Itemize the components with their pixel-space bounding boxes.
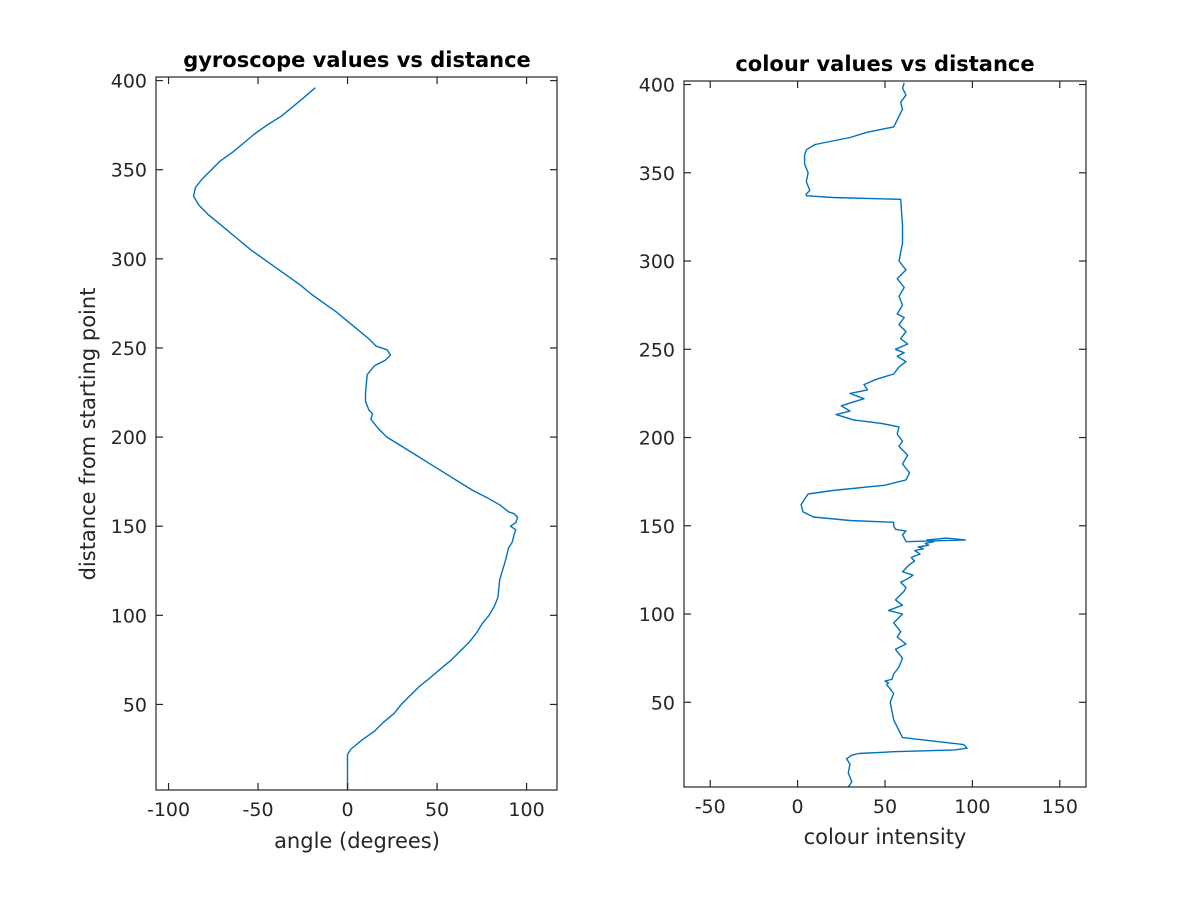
y-tick-label: 50	[123, 694, 147, 716]
gyroscope-chart: gyroscope values vs distance -100 -50 0 50 1…	[76, 48, 558, 853]
gyroscope-chart-axes-box	[155, 76, 558, 791]
x-tick-label: 0	[342, 799, 354, 821]
y-tick-label: 300	[111, 249, 147, 271]
y-tick-label: 200	[639, 428, 675, 450]
y-tick-label: 350	[639, 163, 675, 185]
x-tick-label: 100	[954, 796, 990, 818]
series-line	[800, 82, 968, 788]
x-tick-label: -50	[243, 799, 274, 821]
colour-chart-ticks: -50 0 50 100 150 50 100 150 200 250 300 350 400	[639, 75, 1086, 818]
y-tick-label: 200	[111, 427, 147, 449]
y-tick-label: 150	[639, 516, 675, 538]
y-tick-label: 150	[111, 516, 147, 538]
x-tick-label: 50	[873, 796, 897, 818]
y-tick-label: 50	[651, 692, 675, 714]
gyroscope-chart-x-axis-label: angle (degrees)	[274, 829, 440, 853]
gyroscope-chart-ticks: -100 -50 0 50 100 50 100 150 200 250 300 350 400	[111, 71, 557, 821]
x-tick-label: -50	[695, 796, 726, 818]
y-tick-label: 100	[639, 604, 675, 626]
y-tick-label: 250	[639, 339, 675, 361]
x-tick-label: -100	[147, 799, 190, 821]
y-tick-label: 350	[111, 160, 147, 182]
gyroscope-chart-y-axis-label: distance from starting point	[76, 288, 100, 581]
colour-chart: colour values vs distance -50 0 50 100 150 50…	[639, 52, 1087, 849]
y-tick-label: 300	[639, 251, 675, 273]
y-tick-label: 100	[111, 605, 147, 627]
colour-chart-lines	[800, 82, 968, 788]
y-tick-label: 400	[111, 71, 147, 93]
y-tick-label: 250	[111, 338, 147, 360]
colour-chart-x-axis-label: colour intensity	[804, 825, 967, 849]
series-line	[192, 87, 519, 790]
x-tick-label: 150	[1042, 796, 1078, 818]
colour-chart-title: colour values vs distance	[735, 52, 1034, 76]
y-tick-label: 400	[639, 75, 675, 97]
x-tick-label: 50	[425, 799, 449, 821]
gyroscope-chart-title: gyroscope values vs distance	[183, 48, 531, 72]
x-tick-label: 0	[792, 796, 804, 818]
x-tick-label: 100	[508, 799, 544, 821]
gyroscope-chart-lines	[192, 87, 519, 790]
